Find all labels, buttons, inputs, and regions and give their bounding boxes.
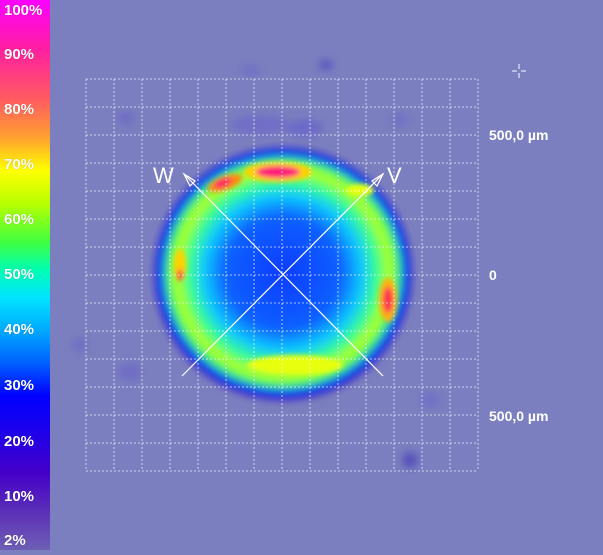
scale-label-80: 80% (4, 101, 35, 118)
w-axis-marker: W (153, 163, 174, 188)
crosshair-icon[interactable] (512, 64, 526, 78)
scale-label-10: 10% (4, 488, 35, 505)
y-axis-bottom-label: 500,0 µm (489, 408, 549, 424)
scale-label-50: 50% (4, 266, 35, 283)
scale-label-30: 30% (4, 377, 35, 394)
scale-label-60: 60% (4, 211, 35, 228)
beam-profile-view[interactable]: W V 500,0 µm 0 500,0 µm (50, 0, 603, 550)
scale-label-2: 2% (4, 532, 26, 549)
scale-label-70: 70% (4, 156, 35, 173)
v-axis-line (181, 173, 384, 377)
scale-label-90: 90% (4, 46, 35, 63)
beam-profile-image: W V (72, 60, 479, 472)
y-axis-top-label: 500,0 µm (489, 127, 549, 143)
background-noise (72, 60, 440, 468)
scale-label-100: 100% (4, 2, 43, 19)
w-arrowhead-icon (182, 172, 196, 188)
v-axis-marker: V (387, 163, 402, 188)
scale-label-20: 20% (4, 433, 35, 450)
w-axis-line (183, 173, 384, 377)
color-scale-bar: 100% 90% 80% 70% 60% 50% 40% 30% 20% 10%… (0, 0, 50, 550)
y-axis-center-label: 0 (489, 267, 497, 283)
axis-diagonals (181, 172, 385, 377)
v-arrowhead-icon (371, 172, 385, 188)
scale-label-40: 40% (4, 321, 35, 338)
